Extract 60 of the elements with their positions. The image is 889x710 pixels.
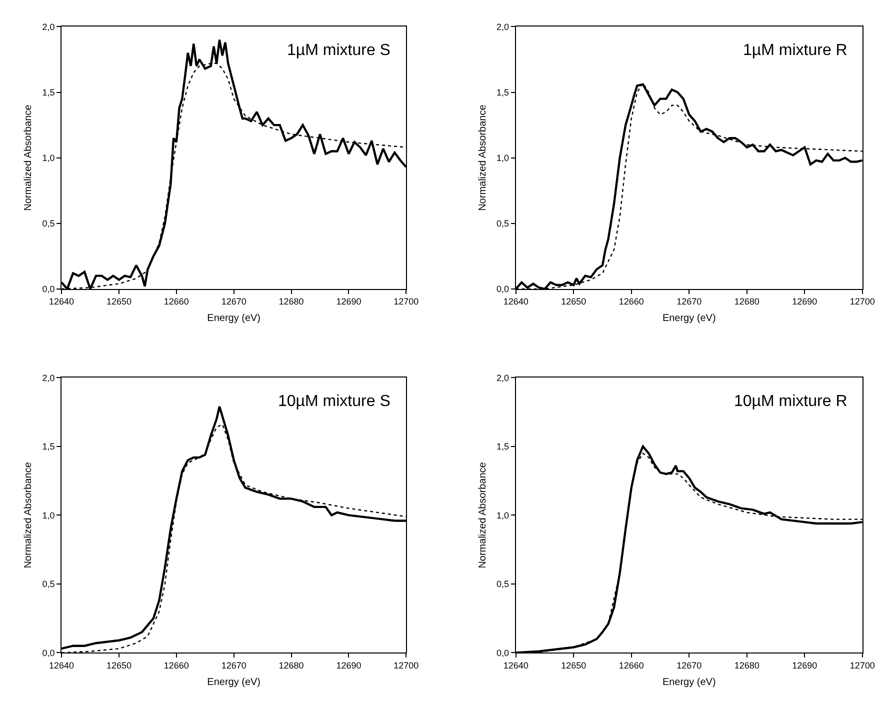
x-tick-label: 12680: [734, 660, 760, 671]
y-axis-title: Normalized Absorbance: [478, 104, 489, 211]
y-tick-label: 0,0: [496, 284, 510, 294]
y-tick-label: 0,5: [42, 218, 55, 229]
y-tick-label: 1,5: [496, 442, 510, 452]
y-axis-title: Normalized Absorbance: [23, 104, 34, 211]
x-tick-label: 12640: [49, 296, 74, 307]
x-tick-label: 12700: [850, 660, 875, 671]
x-tick-label: 12670: [221, 660, 246, 671]
x-tick-label: 12700: [394, 660, 419, 671]
y-tick-label: 1,0: [42, 510, 55, 520]
y-tick-label: 0,5: [42, 579, 55, 590]
text: 10µM mixture S: [278, 393, 390, 410]
x-tick-label: 12690: [792, 296, 818, 307]
y-tick-label: 0,5: [496, 579, 510, 590]
x-tick-label: 12660: [164, 660, 189, 671]
x-tick-label: 12660: [618, 660, 644, 671]
y-tick-label: 2,0: [496, 372, 510, 383]
x-tick-label: 12650: [106, 660, 132, 671]
x-tick-label: 12650: [106, 296, 132, 307]
x-axis-title: Energy (eV): [662, 313, 716, 324]
x-tick-label: 12680: [278, 296, 304, 307]
x-tick-label: 12640: [49, 660, 74, 671]
y-tick-label: 1,0: [496, 510, 510, 520]
x-axis-title: Energy (eV): [662, 677, 716, 688]
x-tick-label: 12690: [336, 296, 362, 307]
x-tick-label: 12670: [676, 660, 702, 671]
x-tick-label: 12670: [221, 296, 246, 307]
x-tick-label: 12690: [336, 660, 362, 671]
x-tick-label: 12700: [394, 296, 419, 307]
y-tick-label: 2,0: [42, 22, 55, 32]
x-tick-label: 12680: [734, 296, 760, 307]
x-tick-label: 12700: [850, 296, 875, 307]
y-tick-label: 1,5: [42, 442, 55, 452]
y-axis-title: Normalized Absorbance: [478, 462, 489, 568]
y-tick-label: 1,0: [42, 152, 55, 163]
x-tick-label: 12640: [503, 660, 528, 671]
y-tick-label: 2,0: [42, 372, 55, 383]
x-axis-title: Energy (eV): [207, 677, 261, 688]
y-tick-label: 0,0: [42, 284, 55, 294]
x-tick-label: 12670: [676, 296, 702, 307]
y-tick-label: 0,0: [496, 648, 510, 658]
y-axis-title: Normalized Absorbance: [23, 462, 34, 568]
y-tick-label: 1,5: [42, 87, 55, 98]
text: 1µM mixture R: [743, 42, 848, 59]
x-tick-label: 12640: [503, 296, 528, 307]
x-tick-label: 12650: [561, 296, 586, 307]
x-tick-label: 12660: [164, 296, 189, 307]
x-tick-label: 12660: [618, 296, 644, 307]
y-tick-label: 0,5: [496, 218, 510, 229]
text: 10µM mixture R: [734, 393, 848, 410]
x-tick-label: 12690: [792, 660, 818, 671]
y-tick-label: 1,5: [496, 87, 510, 98]
y-tick-label: 0,0: [42, 648, 55, 658]
x-tick-label: 12680: [278, 660, 304, 671]
text: 1µM mixture S: [287, 42, 390, 59]
y-tick-label: 1,0: [496, 152, 510, 163]
x-tick-label: 12650: [561, 660, 586, 671]
y-tick-label: 2,0: [496, 22, 510, 32]
x-axis-title: Energy (eV): [207, 313, 261, 324]
